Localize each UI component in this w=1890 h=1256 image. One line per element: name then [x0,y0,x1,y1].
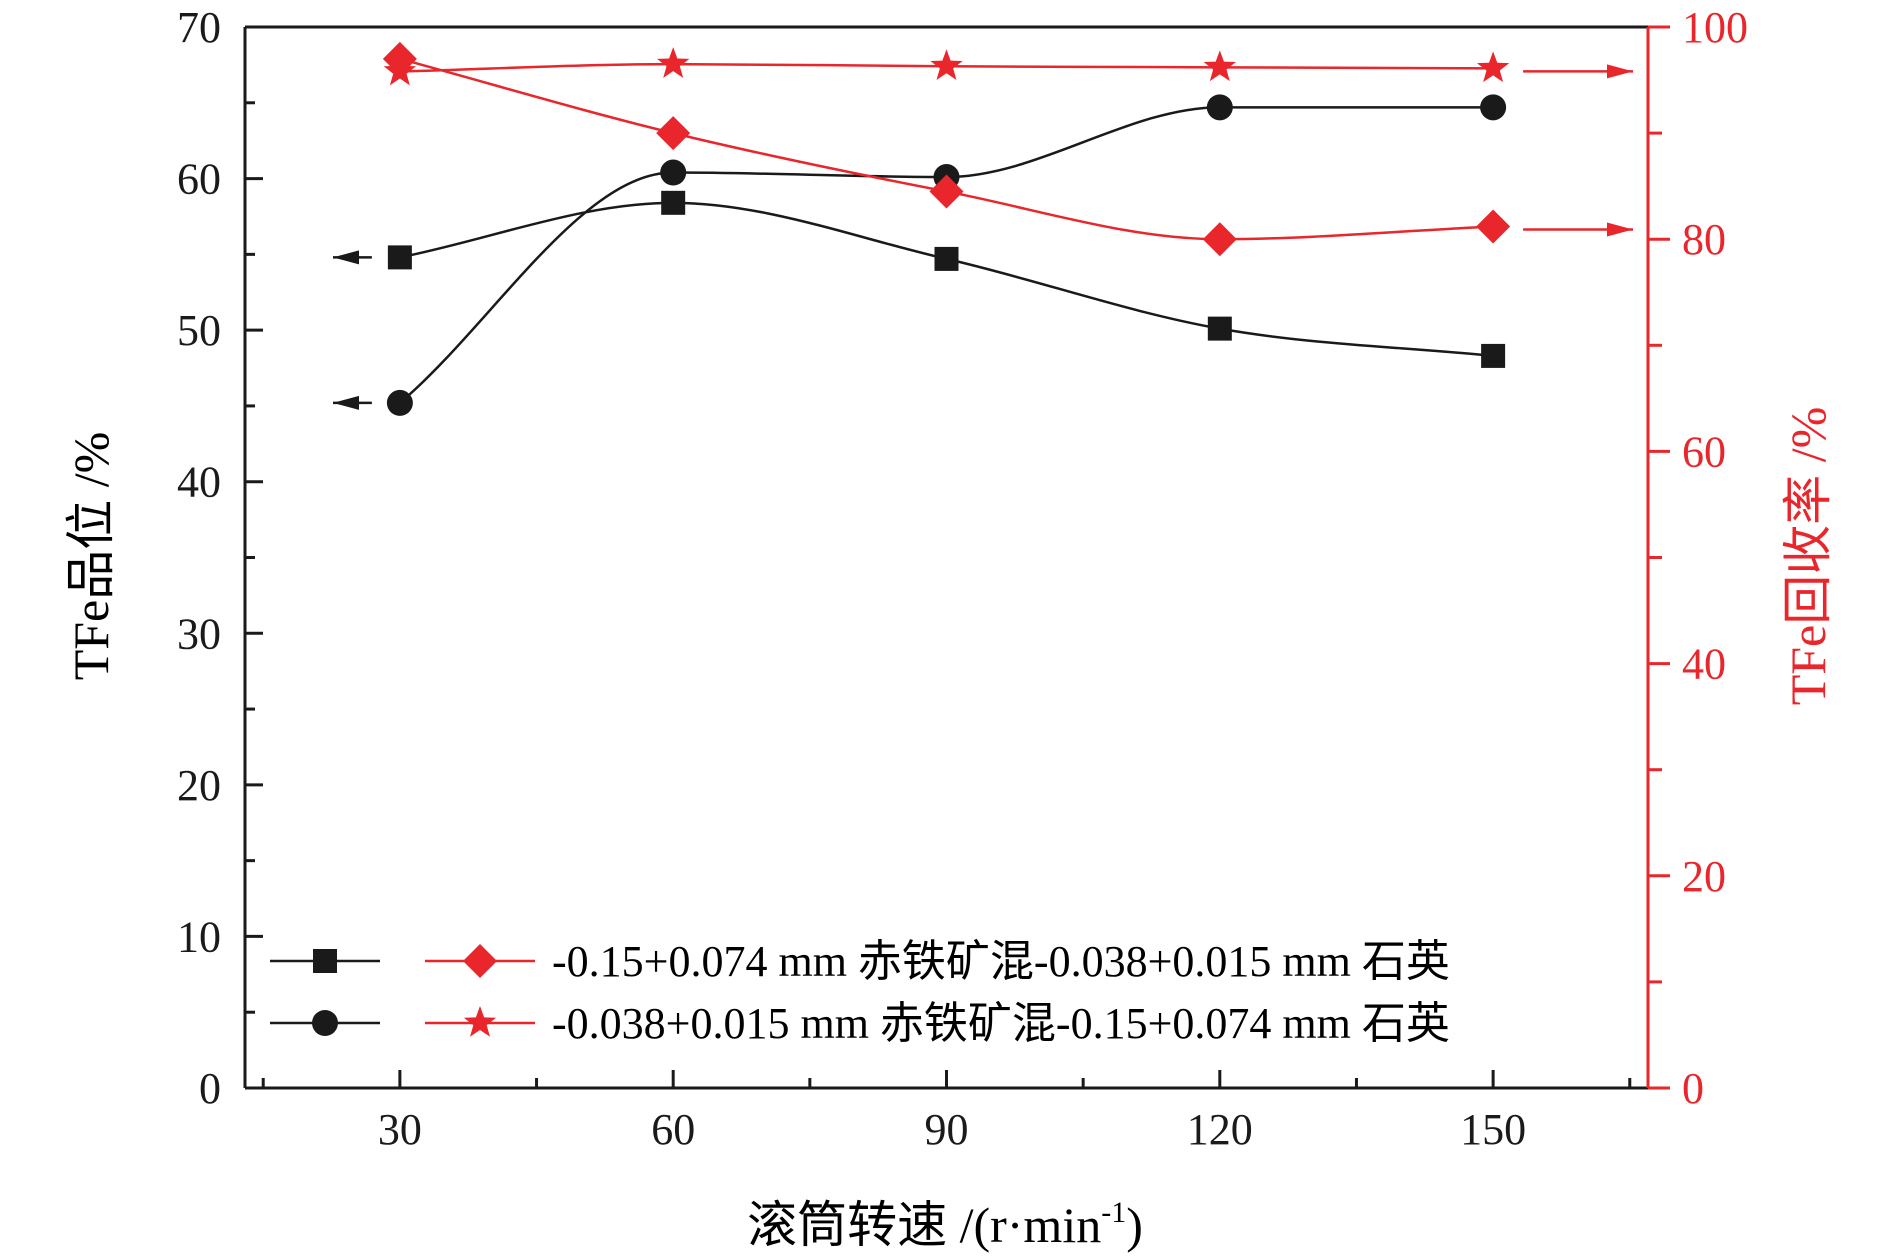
legend-marker-star [463,1006,497,1037]
data-point-square [661,190,686,215]
axis-arrow-left-head [333,250,359,265]
data-point-square [934,246,959,271]
legend-marker-circle [312,1010,338,1036]
data-point-square [1207,316,1232,341]
data-point-circle [1480,94,1507,121]
data-point-diamond [929,174,964,209]
right-y-axis-title: TFe回收率 /% [1780,407,1836,706]
series-line-square [399,201,1494,358]
x-axis-title-close: ) [1126,1197,1143,1253]
data-point-star [657,47,690,78]
x-tick-label: 60 [651,1105,695,1154]
series-diamond [382,41,1633,257]
legend-label: -0.038+0.015 mm 赤铁矿混-0.15+0.074 mm 石英 [552,999,1450,1048]
left-y-tick-label: 30 [177,609,221,658]
left-y-tick-label: 60 [177,155,221,204]
left-y-axis-title: TFe品位 /% [63,432,119,681]
data-point-diamond [1476,209,1511,244]
left-y-tick-label: 20 [177,761,221,810]
legend-marker-diamond [463,944,497,978]
axis-arrow-left [333,395,372,410]
series-line-diamond [399,57,1494,241]
left-y-tick-label: 0 [199,1064,221,1113]
data-point-star [1476,51,1510,83]
series-circle [333,94,1507,416]
data-point-diamond [656,116,691,151]
x-tick-label: 90 [925,1105,969,1154]
right-y-tick-label: 80 [1682,215,1726,264]
legend-label: -0.15+0.074 mm 赤铁矿混-0.038+0.015 mm 石英 [552,937,1450,986]
data-point-circle [660,159,687,186]
data-point-circle [1206,94,1233,121]
x-axis-title-main: 滚筒转速 /(r·min [747,1197,1101,1253]
x-tick-label: 120 [1187,1105,1253,1154]
data-point-circle [386,389,413,416]
legend-marker-square [313,949,337,973]
data-point-star [930,49,963,81]
series-square [333,190,1506,368]
axis-arrow-right-head [1607,64,1633,79]
data-point-star [1203,50,1236,82]
legend-item: -0.15+0.074 mm 赤铁矿混-0.038+0.015 mm 石英 [270,937,1450,986]
series-layer [333,41,1633,416]
axis-arrow-right-head [1607,222,1633,237]
axes: 30 60 90 120 150 0 10 20 30 40 50 60 70 0 20 40 60 80 100 [177,3,1748,1154]
data-point-square [387,245,412,270]
right-y-tick-label: 0 [1682,1064,1704,1113]
axis-arrow-left [333,250,372,265]
left-y-tick-label: 10 [177,912,221,961]
data-point-diamond [1202,222,1237,257]
legend: -0.15+0.074 mm 赤铁矿混-0.038+0.015 mm 石英 -0.… [270,937,1450,1048]
x-axis-title: 滚筒转速 /(r·min-1) [747,1196,1143,1253]
x-tick-label: 30 [378,1105,422,1154]
axis-arrow-right [1523,222,1633,237]
data-point-square [1481,343,1506,368]
x-tick-label: 150 [1460,1105,1526,1154]
data-point-star [383,54,417,86]
right-y-tick-label: 60 [1682,427,1726,476]
axis-arrow-left-head [333,395,359,410]
axis-arrow-right [1523,64,1633,79]
right-y-tick-label: 20 [1682,852,1726,901]
left-y-tick-label: 70 [177,3,221,52]
right-y-tick-label: 40 [1682,640,1726,689]
left-y-tick-label: 40 [177,458,221,507]
x-axis-title-sup: -1 [1101,1196,1126,1229]
left-y-tick-label: 50 [177,306,221,355]
right-y-tick-label: 100 [1682,3,1748,52]
legend-item: -0.038+0.015 mm 赤铁矿混-0.15+0.074 mm 石英 [270,999,1450,1048]
series-star [383,47,1633,86]
